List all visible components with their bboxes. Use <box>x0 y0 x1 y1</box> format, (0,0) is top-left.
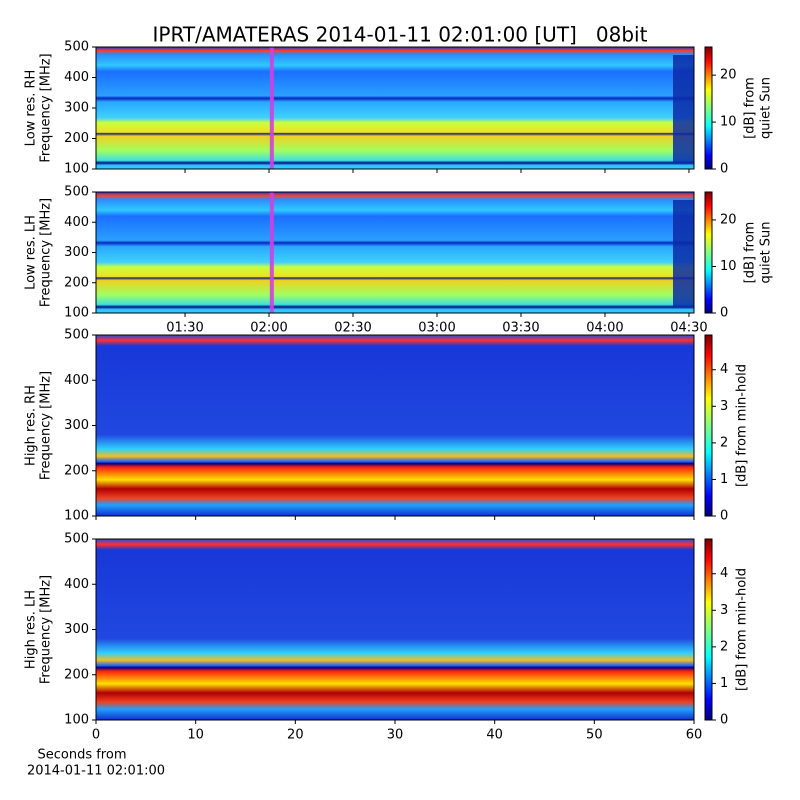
colorbar-label: [dB] from min-hold <box>735 364 750 487</box>
spectrogram <box>96 192 694 313</box>
colorbar <box>704 334 713 517</box>
x-tick-label: 60 <box>686 728 703 743</box>
colorbar-tick-label: 10 <box>720 115 737 130</box>
colorbar-tick-label: 0 <box>720 713 728 728</box>
y-tick-label: 300 <box>64 622 89 637</box>
colorbar-label: [dB] from <box>743 77 758 139</box>
y-tick-label: 100 <box>64 162 89 177</box>
y-tick-label: 100 <box>64 509 89 524</box>
colorbar <box>704 538 713 721</box>
colorbar-tick-label: 10 <box>720 259 737 274</box>
y-tick-label: 400 <box>64 373 89 388</box>
x-tick-label: 50 <box>586 728 603 743</box>
y-tick-label: 500 <box>64 40 89 55</box>
x-axis-label: Seconds from <box>37 748 126 763</box>
colorbar-label: quiet Sun <box>759 77 774 139</box>
highlight-marker <box>269 192 274 313</box>
y-tick-label: 200 <box>64 275 89 290</box>
y-tick-label: 500 <box>64 532 89 547</box>
y-axis-label: Frequency [MHz] <box>39 53 54 162</box>
colorbar-tick-label: 3 <box>720 399 728 414</box>
colorbar-tick-label: 3 <box>720 603 728 618</box>
y-tick-label: 300 <box>64 418 89 433</box>
x-tick-label: 20 <box>287 728 304 743</box>
y-tick-label: 400 <box>64 215 89 230</box>
y-tick-label: 500 <box>64 185 89 200</box>
y-axis-label: Frequency [MHz] <box>39 575 54 684</box>
colorbar-tick-label: 4 <box>720 362 728 377</box>
y-axis-label: Low res. LH <box>24 215 39 290</box>
y-tick-label: 300 <box>64 245 89 260</box>
colorbar-tick-label: 20 <box>720 212 737 227</box>
x-tick-label: 30 <box>387 728 404 743</box>
x-tick-label: 04:30 <box>670 321 707 336</box>
colorbar-tick-label: 2 <box>720 639 728 654</box>
y-tick-label: 200 <box>64 463 89 478</box>
x-tick-label: 03:30 <box>502 321 539 336</box>
spectrogram <box>96 539 694 720</box>
colorbar-tick-label: 20 <box>720 68 737 83</box>
y-axis-label: High res. LH <box>24 590 39 669</box>
spectrogram-gap <box>673 55 694 163</box>
y-tick-label: 200 <box>64 667 89 682</box>
colorbar-label: quiet Sun <box>759 221 774 283</box>
y-tick-label: 400 <box>64 70 89 85</box>
y-tick-label: 500 <box>64 328 89 343</box>
colorbar <box>704 46 713 170</box>
spectrogram <box>96 47 694 169</box>
colorbar-tick-label: 1 <box>720 472 728 487</box>
y-tick-label: 400 <box>64 577 89 592</box>
colorbar-label: [dB] from <box>743 222 758 284</box>
x-tick-label: 40 <box>486 728 503 743</box>
y-axis-label: High res. RH <box>24 385 39 466</box>
y-tick-label: 300 <box>64 101 89 116</box>
x-tick-label: 01:30 <box>166 321 203 336</box>
y-axis-label: Low res. RH <box>24 70 39 147</box>
colorbar-tick-label: 4 <box>720 566 728 581</box>
colorbar-tick-label: 0 <box>720 509 728 524</box>
y-tick-label: 100 <box>64 306 89 321</box>
y-tick-label: 100 <box>64 713 89 728</box>
y-axis-label: Frequency [MHz] <box>39 371 54 480</box>
highlight-marker <box>269 47 274 169</box>
x-axis-label: 2014-01-11 02:01:00 <box>27 764 165 779</box>
colorbar-label: [dB] from min-hold <box>735 568 750 691</box>
y-axis-label: Frequency [MHz] <box>39 198 54 307</box>
x-tick-label: 10 <box>187 728 204 743</box>
colorbar-tick-label: 2 <box>720 435 728 450</box>
spectrogram <box>96 335 694 516</box>
colorbar-tick-label: 1 <box>720 676 728 691</box>
colorbar-tick-label: 0 <box>720 306 728 321</box>
x-tick-label: 02:30 <box>334 321 371 336</box>
x-tick-label: 0 <box>92 728 100 743</box>
y-tick-label: 200 <box>64 131 89 146</box>
x-tick-label: 04:00 <box>586 321 623 336</box>
x-tick-label: 02:00 <box>250 321 287 336</box>
colorbar <box>704 191 713 314</box>
spectrogram-gap <box>673 200 694 307</box>
colorbar-tick-label: 0 <box>720 162 728 177</box>
chart-title: IPRT/AMATERAS 2014-01-11 02:01:00 [UT] 0… <box>153 23 648 47</box>
x-tick-label: 03:00 <box>418 321 455 336</box>
